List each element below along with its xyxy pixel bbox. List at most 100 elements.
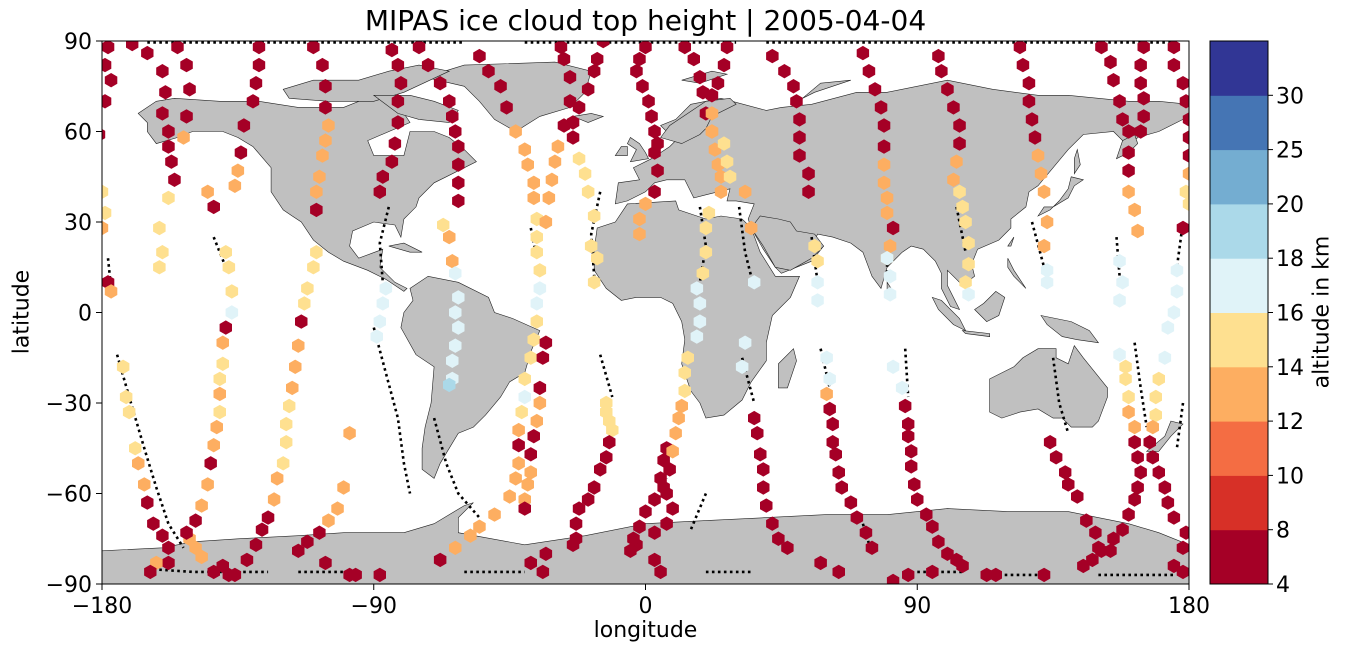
- colorbar-tick-label: 14: [1276, 356, 1304, 381]
- data-point-14-23: [572, 501, 586, 516]
- data-point-12-32: [536, 564, 550, 580]
- data-point-7-5: [292, 338, 305, 353]
- data-point-20-20: [908, 477, 921, 492]
- data-point-18-7: [802, 166, 815, 181]
- data-point-26-22: [1134, 465, 1147, 480]
- data-point-22-3: [947, 100, 960, 115]
- data-point-25-8: [1037, 184, 1051, 199]
- data-point-27-0: [1137, 41, 1150, 55]
- data-point-7-16: [249, 537, 263, 552]
- land-japan: [1037, 176, 1085, 217]
- data-point-11-10: [437, 217, 450, 233]
- data-point-4-3: [180, 109, 193, 124]
- data-point-12-16: [527, 332, 540, 347]
- data-point-12-20: [515, 404, 528, 420]
- data-point-28-14: [1161, 320, 1175, 335]
- land-novaya-zemlya: [802, 79, 851, 99]
- data-point-7-14: [261, 510, 275, 525]
- data-point-2-9: [162, 540, 175, 555]
- data-point-18-10: [811, 254, 824, 269]
- data-point-3-0: [126, 41, 139, 52]
- data-point-11-12: [446, 254, 459, 269]
- data-point-2-6: [141, 495, 154, 510]
- data-point-28-1: [1167, 57, 1181, 73]
- data-point-18-11: [811, 275, 824, 290]
- y-tick-label: 90: [64, 30, 92, 55]
- data-point-16-29: [633, 519, 646, 534]
- data-point-7-1: [307, 260, 320, 275]
- data-point-25-15: [1059, 465, 1072, 480]
- data-point-15-2: [630, 64, 643, 79]
- data-point-3-10: [153, 220, 166, 236]
- data-point-5-4: [225, 284, 239, 299]
- satellite-tracks: [106, 41, 1185, 577]
- data-point-16-27: [648, 492, 661, 507]
- data-point-0-0: [102, 41, 115, 55]
- orbit-track-3: [378, 206, 391, 283]
- data-point-11-8: [452, 175, 465, 190]
- data-point-8-7: [313, 169, 326, 184]
- data-point-22-11: [962, 235, 975, 251]
- data-point-6-3: [246, 94, 260, 109]
- data-point-8-5: [319, 133, 332, 148]
- data-point-28-5: [1182, 130, 1189, 145]
- data-point-28-2: [1176, 76, 1189, 91]
- colorbar-segment: [1210, 258, 1268, 313]
- data-point-20-17: [902, 429, 915, 444]
- data-point-28-29: [1176, 564, 1189, 580]
- data-point-20-11: [883, 238, 897, 254]
- x-tick-label: −180: [72, 594, 132, 619]
- data-point-26-19: [1128, 419, 1141, 435]
- data-point-9-6: [292, 543, 305, 558]
- data-point-8-0: [307, 41, 320, 55]
- data-point-17-11: [748, 275, 761, 290]
- data-point-5-9: [213, 371, 226, 387]
- data-point-12-28: [464, 528, 477, 543]
- data-point-18-1: [778, 64, 791, 79]
- data-point-4-0: [171, 41, 184, 55]
- data-point-19-4: [757, 480, 770, 495]
- data-point-4-7: [195, 549, 208, 565]
- data-point-7-10: [280, 435, 293, 450]
- data-point-12-8: [527, 190, 540, 206]
- data-point-10-7: [376, 169, 389, 184]
- data-point-9-4: [313, 525, 326, 540]
- orbit-track-21: [1051, 357, 1070, 434]
- data-point-10-10: [376, 296, 389, 311]
- data-point-28-19: [1146, 419, 1159, 435]
- data-point-13-6: [548, 154, 562, 169]
- data-point-7-6: [289, 359, 302, 374]
- data-point-5-2: [219, 245, 232, 260]
- data-point-11-5: [449, 124, 462, 139]
- data-point-28-24: [1161, 495, 1175, 510]
- data-point-16-1: [687, 51, 700, 67]
- data-point-2-3: [129, 441, 142, 456]
- land-canadian-archipelago: [282, 64, 451, 102]
- y-tick-label: 0: [78, 302, 92, 327]
- data-point-26-10: [1131, 223, 1144, 239]
- data-point-1-4: [104, 284, 118, 299]
- data-point-12-12: [533, 263, 547, 278]
- orbit-track-0: [115, 354, 185, 549]
- data-point-26-29: [1086, 552, 1099, 568]
- data-point-6-6: [231, 163, 245, 178]
- data-point-10-9: [379, 281, 393, 296]
- data-point-12-11: [530, 245, 543, 260]
- data-point-18-21: [835, 480, 848, 495]
- data-point-6-1: [252, 57, 266, 73]
- data-point-27-1: [1134, 57, 1147, 73]
- data-point-17-7: [720, 154, 734, 169]
- data-point-17-2: [711, 76, 725, 91]
- data-point-17-6: [717, 136, 731, 151]
- data-point-16-16: [693, 314, 707, 329]
- data-point-13-21: [539, 546, 553, 561]
- data-point-26-26: [1116, 522, 1129, 537]
- data-point-11-4: [446, 109, 459, 124]
- data-point-11-13: [449, 266, 462, 281]
- colorbar-tick-label: 18: [1276, 247, 1304, 272]
- data-point-14-17: [606, 422, 619, 438]
- data-point-25-3: [1022, 94, 1036, 109]
- data-point-26-16: [1119, 371, 1132, 387]
- data-point-8-3: [319, 100, 332, 115]
- data-point-20-1: [862, 64, 876, 79]
